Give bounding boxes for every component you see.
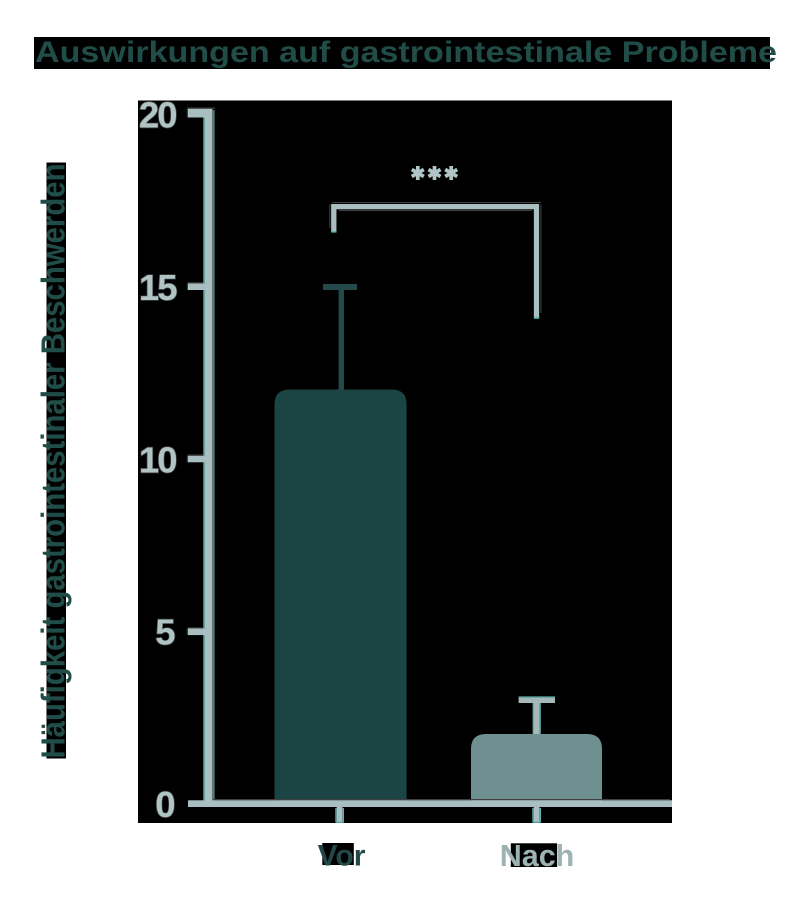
svg-text:5: 5	[155, 612, 175, 653]
svg-text:Nach: Nach	[500, 839, 575, 873]
svg-text:10: 10	[139, 440, 176, 481]
svg-text:20: 20	[139, 94, 176, 135]
svg-text:0: 0	[155, 784, 175, 825]
svg-text:15: 15	[139, 267, 177, 308]
svg-text:Auswirkungen auf gastrointesti: Auswirkungen auf gastrointestinale Probl…	[35, 36, 777, 69]
svg-text:Häufigkeit gastrointestinaler: Häufigkeit gastrointestinaler Beschwerde…	[35, 164, 72, 759]
svg-text:Vor: Vor	[318, 839, 366, 872]
